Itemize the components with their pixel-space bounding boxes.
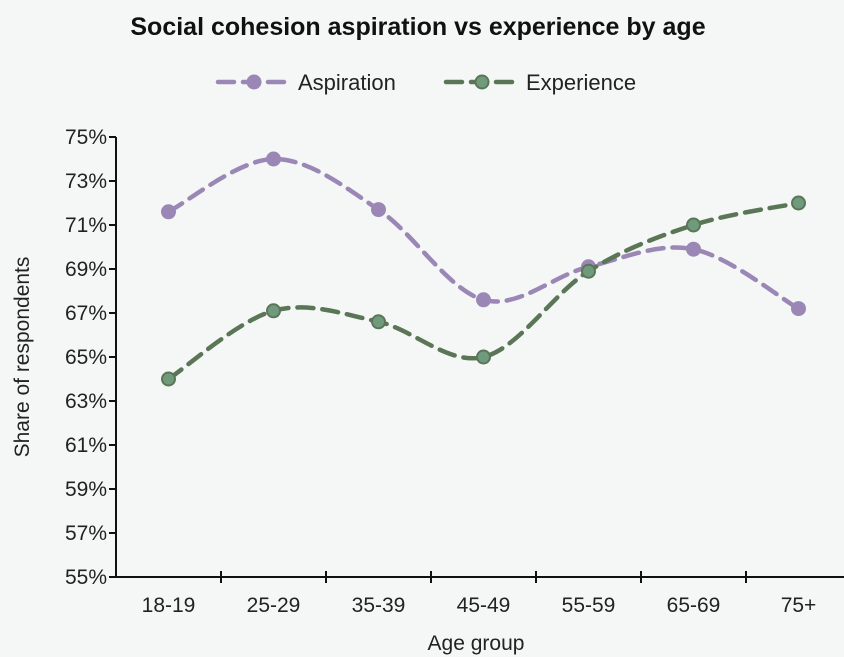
y-tick-label: 71%	[65, 214, 107, 237]
data-point	[476, 292, 491, 308]
legend: Aspiration Experience	[215, 70, 636, 95]
y-axis-title: Share of respondents	[11, 257, 34, 458]
legend-swatch-marker	[474, 74, 490, 90]
y-tick-label: 65%	[65, 346, 107, 369]
y-tick-label: 55%	[65, 566, 107, 589]
data-point	[791, 195, 806, 211]
data-point	[371, 314, 386, 330]
x-axis-title: Age group	[428, 632, 525, 655]
y-ticks: 75% 73% 71% 69% 67% 65% 63% 61% 59% 57% 55%	[65, 126, 116, 589]
data-point	[161, 371, 176, 387]
legend-item: Aspiration	[215, 70, 396, 95]
series-experience	[161, 195, 806, 387]
x-tick-label: 35-39	[352, 594, 406, 617]
data-point	[371, 202, 386, 218]
data-point	[266, 303, 281, 319]
y-tick-label: 59%	[65, 478, 107, 501]
data-point	[161, 204, 176, 220]
y-tick-label: 63%	[65, 390, 107, 413]
x-tick-label: 45-49	[457, 594, 511, 617]
data-point	[686, 241, 701, 257]
x-tick-label: 18-19	[142, 594, 196, 617]
y-tick-label: 57%	[65, 522, 107, 545]
legend-item: Experience	[443, 70, 636, 95]
legend-label: Aspiration	[298, 70, 396, 95]
data-point	[686, 217, 701, 233]
x-tick-label: 65-69	[667, 594, 721, 617]
series-layer	[161, 151, 806, 387]
y-tick-label: 75%	[65, 126, 107, 149]
data-point	[476, 349, 491, 365]
data-point	[266, 151, 281, 167]
data-point	[791, 301, 806, 317]
series-line	[166, 156, 801, 311]
y-tick-label: 61%	[65, 434, 107, 457]
x-tick-label: 25-29	[247, 594, 301, 617]
x-tick-label: 75+	[781, 594, 817, 617]
legend-label: Experience	[526, 70, 636, 95]
y-tick-label: 67%	[65, 302, 107, 325]
x-tick-label: 55-59	[562, 594, 616, 617]
chart-title: Social cohesion aspiration vs experience…	[130, 13, 705, 41]
series-aspiration	[161, 151, 806, 317]
y-tick-label: 69%	[65, 258, 107, 281]
data-point	[581, 263, 596, 279]
x-ticks: 18-19 25-29 35-39 45-49 55-59 65-69 75+	[142, 571, 817, 617]
y-tick-label: 73%	[65, 170, 107, 193]
legend-swatch-marker	[246, 74, 262, 90]
